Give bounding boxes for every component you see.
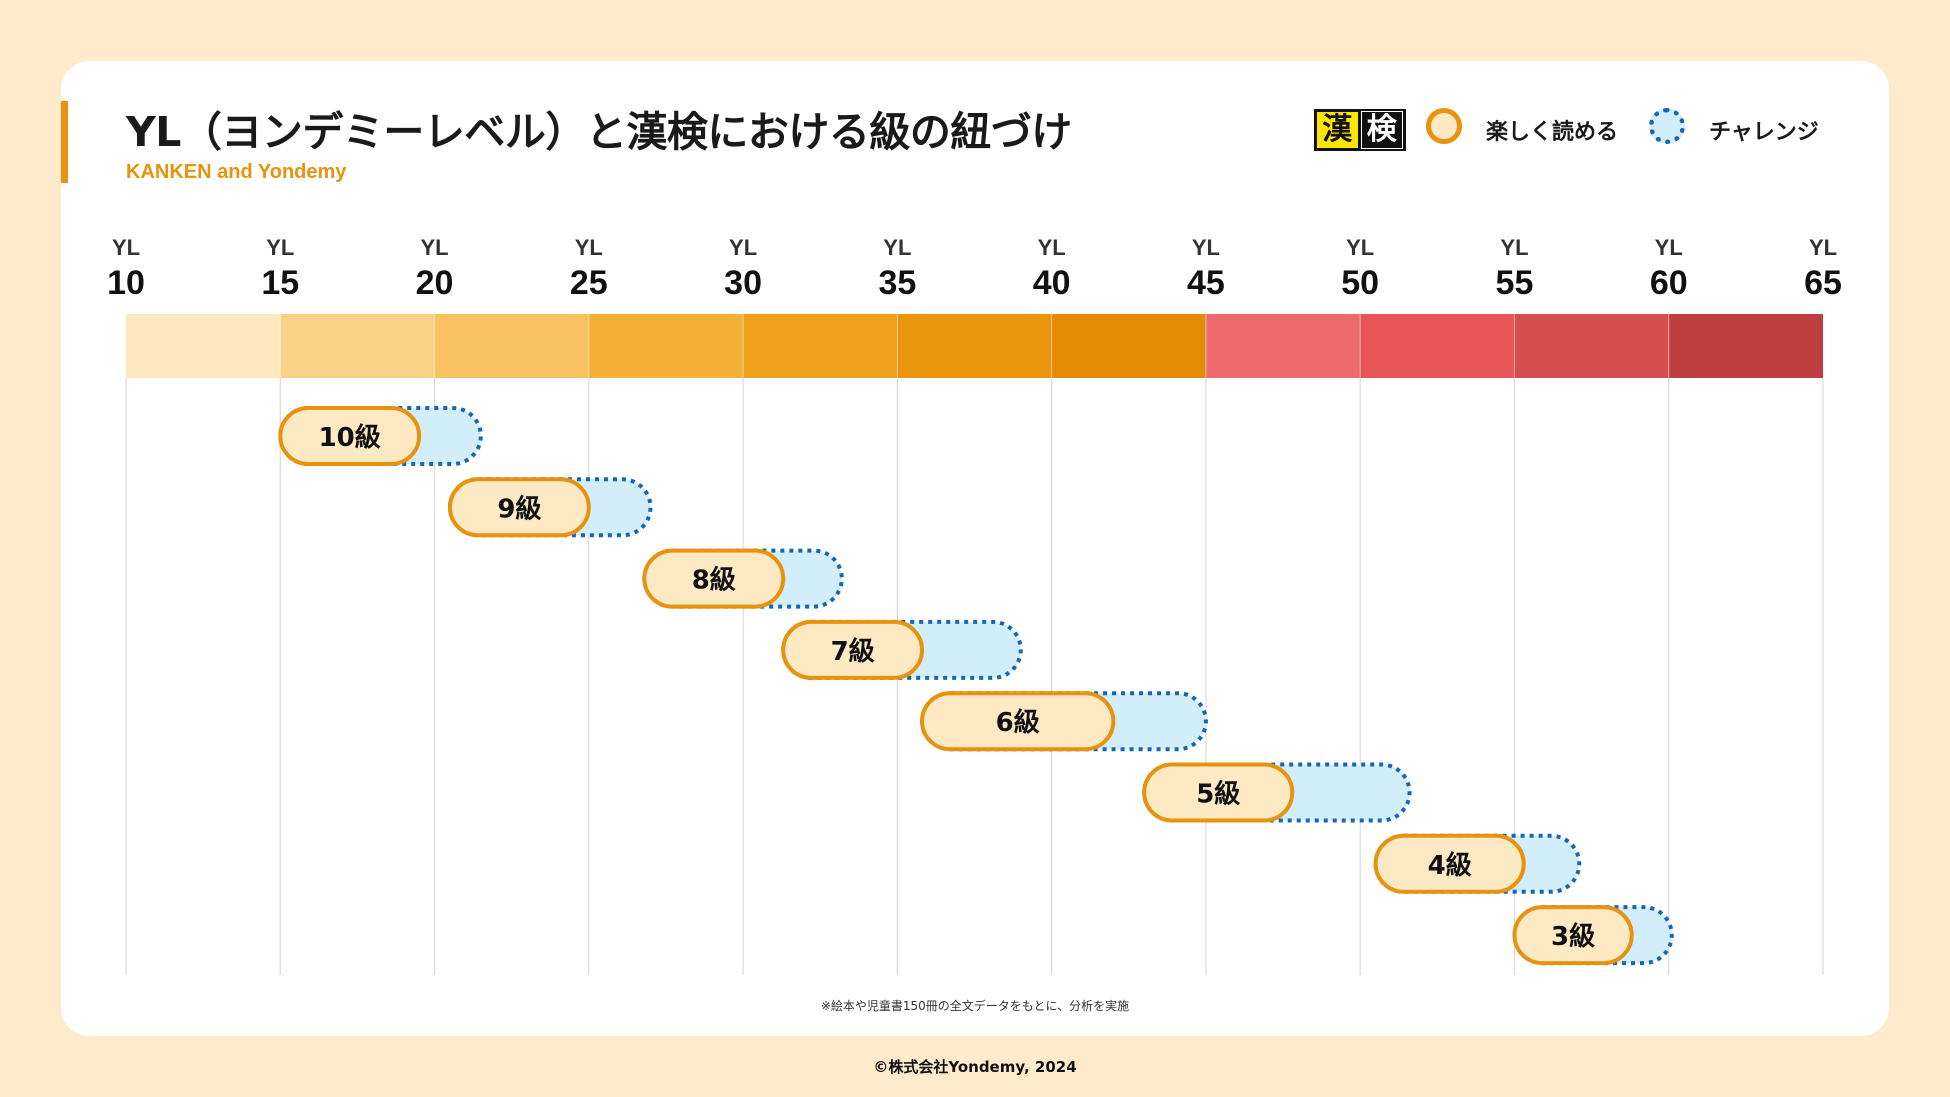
tick-label: 45 [1187,264,1225,302]
level-band-segment [743,314,898,378]
grade-label: 5級 [1196,779,1240,810]
level-band-segment [1668,314,1823,378]
chart-title: YL（ヨンデミーレベル）と漢検における級の紐づけ [126,108,1072,156]
level-band-segment [1051,314,1206,378]
tick-prefix: YL [266,235,294,260]
level-band-segment [588,314,744,378]
easy-bar [920,691,1116,752]
tick-prefix: YL [1192,235,1220,260]
tick-label: 65 [1804,264,1842,302]
grade-label: 4級 [1428,850,1472,881]
grade-label: 3級 [1551,921,1595,952]
copyright: ©株式会社Yondemy, 2024 [873,1058,1077,1076]
tick-prefix: YL [1655,235,1683,260]
tick-label: 30 [724,264,762,302]
easy-legend-swatch [1426,108,1462,144]
tick-prefix: YL [1809,235,1837,260]
easy-bar [1373,833,1526,894]
tick-label: 40 [1033,264,1071,302]
chart-card [61,61,1889,1036]
easy-bar [278,406,422,466]
tick-prefix: YL [575,235,603,260]
tick-label: 50 [1341,264,1379,302]
grade-label: 6級 [996,707,1040,738]
tick-prefix: YL [112,235,140,260]
tick-label: 55 [1496,264,1534,302]
challenge-legend-swatch [1649,108,1685,144]
grade-label: 10級 [319,422,381,453]
easy-bar [1512,905,1634,966]
easy-legend-label: 楽しく読める [1486,120,1619,145]
level-band-segment [434,314,589,378]
grade-label: 8級 [692,565,736,596]
tick-label: 25 [570,264,608,302]
easy-bar [642,548,786,609]
tick-prefix: YL [1500,235,1528,260]
tick-prefix: YL [1346,235,1374,260]
level-band-segment [897,314,1052,378]
easy-bar [781,619,925,680]
grade-label: 9級 [497,493,541,524]
chart-subtitle: KANKEN and Yondemy [126,161,347,183]
footnote: ※絵本や児童書150冊の全文データをもとに、分析を実施 [820,999,1130,1013]
tick-label: 10 [107,264,145,302]
title-accent-bar [61,101,68,183]
tick-label: 60 [1650,264,1688,302]
tick-prefix: YL [1038,235,1066,260]
tick-prefix: YL [883,235,911,260]
level-band-segment [280,314,435,378]
tick-prefix: YL [420,235,448,260]
kanken-logo: 漢 検 [1314,109,1406,151]
easy-bar [447,477,591,538]
level-band-segment [126,314,281,378]
kanken-logo-char-1: 漢 [1317,112,1358,148]
kanken-logo-char-2: 検 [1360,111,1403,149]
tick-prefix: YL [729,235,757,260]
level-band-segment [1360,314,1515,378]
tick-label: 20 [416,264,454,302]
challenge-legend-label: チャレンジ [1709,120,1819,145]
level-band-segment [1205,314,1361,378]
level-band-segment [1514,314,1669,378]
grade-label: 7級 [831,636,875,667]
tick-label: 15 [261,264,299,302]
tick-label: 35 [878,264,916,302]
easy-bar [1142,762,1295,823]
